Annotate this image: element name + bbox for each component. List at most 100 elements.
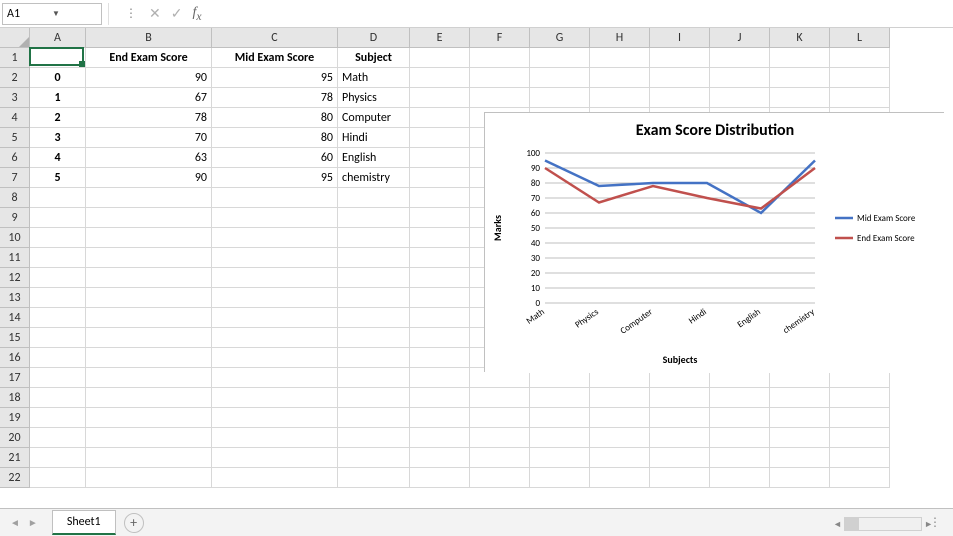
cell[interactable] — [590, 408, 650, 428]
cell[interactable] — [30, 188, 86, 208]
cell[interactable] — [590, 68, 650, 88]
cell[interactable] — [30, 328, 86, 348]
cell[interactable] — [212, 308, 338, 328]
cell[interactable] — [710, 48, 770, 68]
row-header[interactable]: 11 — [0, 248, 30, 268]
cell[interactable] — [30, 288, 86, 308]
cell[interactable] — [212, 228, 338, 248]
cell[interactable] — [650, 48, 710, 68]
cell[interactable] — [86, 328, 212, 348]
cell[interactable] — [338, 368, 410, 388]
cell[interactable] — [338, 328, 410, 348]
cell[interactable] — [650, 68, 710, 88]
cell[interactable] — [470, 48, 530, 68]
cell[interactable]: 95 — [212, 68, 338, 88]
cell[interactable]: 1 — [30, 88, 86, 108]
cell[interactable]: 95 — [212, 168, 338, 188]
chart[interactable]: Exam Score Distribution01020304050607080… — [484, 112, 944, 372]
cell[interactable]: 80 — [212, 128, 338, 148]
cell[interactable] — [770, 448, 830, 468]
next-sheet-icon[interactable]: ► — [28, 516, 38, 529]
cell[interactable] — [830, 388, 890, 408]
cell[interactable] — [410, 68, 470, 88]
cell[interactable] — [590, 468, 650, 488]
cell[interactable] — [212, 188, 338, 208]
cell[interactable] — [590, 48, 650, 68]
cell[interactable] — [338, 408, 410, 428]
cell[interactable] — [410, 428, 470, 448]
cell[interactable] — [410, 248, 470, 268]
cell[interactable] — [338, 268, 410, 288]
cell[interactable] — [410, 448, 470, 468]
cell[interactable] — [338, 388, 410, 408]
cell[interactable]: 80 — [212, 108, 338, 128]
row-header[interactable]: 19 — [0, 408, 30, 428]
cell[interactable] — [650, 428, 710, 448]
row-header[interactable]: 6 — [0, 148, 30, 168]
cell[interactable] — [470, 448, 530, 468]
cell[interactable] — [212, 248, 338, 268]
cell[interactable]: chemistry — [338, 168, 410, 188]
row-header[interactable]: 3 — [0, 88, 30, 108]
cell[interactable] — [212, 208, 338, 228]
cell[interactable] — [212, 348, 338, 368]
cell[interactable] — [830, 88, 890, 108]
cell[interactable] — [650, 468, 710, 488]
cell[interactable] — [650, 88, 710, 108]
cell[interactable] — [338, 288, 410, 308]
cell[interactable]: 63 — [86, 148, 212, 168]
column-header[interactable]: H — [590, 28, 650, 48]
cell[interactable]: 70 — [86, 128, 212, 148]
column-header[interactable]: L — [830, 28, 890, 48]
row-header[interactable]: 14 — [0, 308, 30, 328]
cell[interactable] — [770, 428, 830, 448]
scroll-track[interactable] — [844, 517, 922, 531]
cell[interactable] — [770, 88, 830, 108]
cell[interactable] — [338, 188, 410, 208]
cell[interactable] — [530, 408, 590, 428]
cell[interactable] — [530, 88, 590, 108]
cell[interactable] — [212, 428, 338, 448]
cell[interactable] — [770, 468, 830, 488]
cell[interactable] — [410, 228, 470, 248]
cell[interactable] — [530, 428, 590, 448]
fx-icon[interactable]: fx — [192, 5, 201, 23]
cell[interactable] — [470, 388, 530, 408]
cell[interactable] — [86, 208, 212, 228]
cell[interactable] — [410, 108, 470, 128]
row-header[interactable]: 20 — [0, 428, 30, 448]
cell[interactable] — [410, 368, 470, 388]
cell[interactable] — [710, 68, 770, 88]
cell[interactable] — [410, 408, 470, 428]
cell[interactable] — [212, 268, 338, 288]
cell[interactable]: 78 — [86, 108, 212, 128]
cell[interactable]: 5 — [30, 168, 86, 188]
cell[interactable] — [30, 428, 86, 448]
cell[interactable] — [410, 308, 470, 328]
cell[interactable] — [470, 88, 530, 108]
cell[interactable] — [590, 388, 650, 408]
row-header[interactable]: 15 — [0, 328, 30, 348]
cell[interactable] — [530, 68, 590, 88]
cell[interactable] — [710, 388, 770, 408]
cell[interactable] — [86, 388, 212, 408]
row-header[interactable]: 8 — [0, 188, 30, 208]
cell[interactable] — [338, 248, 410, 268]
cell[interactable] — [30, 368, 86, 388]
cell[interactable] — [770, 48, 830, 68]
cell[interactable] — [410, 288, 470, 308]
name-box-dropdown-icon[interactable]: ▼ — [52, 9, 97, 19]
cell[interactable]: End Exam Score — [86, 48, 212, 68]
scroll-right-icon[interactable]: ► — [924, 519, 933, 530]
row-header[interactable]: 2 — [0, 68, 30, 88]
cell[interactable] — [410, 188, 470, 208]
cell[interactable] — [650, 408, 710, 428]
cell[interactable] — [410, 208, 470, 228]
row-header[interactable]: 7 — [0, 168, 30, 188]
cell[interactable] — [410, 348, 470, 368]
cell[interactable] — [338, 448, 410, 468]
cell[interactable] — [86, 228, 212, 248]
cell[interactable] — [30, 228, 86, 248]
cell[interactable] — [212, 328, 338, 348]
cell[interactable]: 2 — [30, 108, 86, 128]
